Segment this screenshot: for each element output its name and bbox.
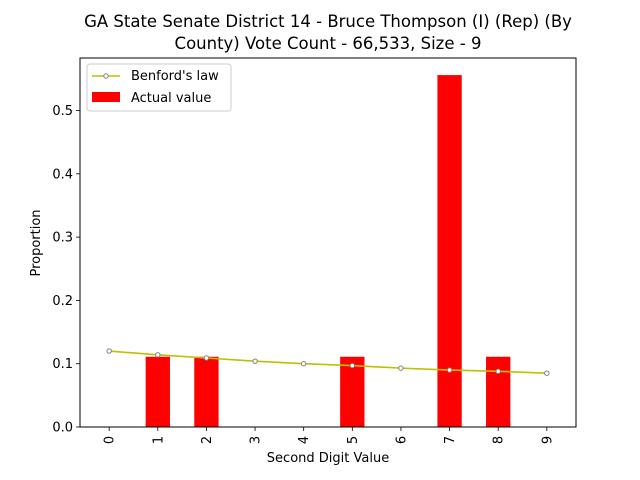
x-tick-label-4: 4 xyxy=(297,436,312,444)
legend-frame xyxy=(86,63,232,112)
y-tick-label-5: 0.5 xyxy=(52,104,73,119)
x-tick-label-6: 6 xyxy=(394,436,409,444)
y-tick-label-1: 0.1 xyxy=(52,357,73,372)
bar-digit-2 xyxy=(194,356,219,427)
benford-point-digit-1 xyxy=(155,352,161,358)
bar-digit-8 xyxy=(486,356,511,427)
x-axis-label: Second Digit Value xyxy=(267,451,389,466)
x-tick-label-9: 9 xyxy=(540,436,555,444)
x-tick-label-2: 2 xyxy=(200,436,215,444)
chart-title-line-2: County) Vote Count - 66,533, Size - 9 xyxy=(175,34,482,53)
x-tick-label-1: 1 xyxy=(151,436,166,444)
x-tick-label-7: 7 xyxy=(443,436,458,444)
y-tick-label-2: 0.2 xyxy=(52,294,73,309)
legend-label-actual: Actual value xyxy=(131,91,211,106)
y-tick-label-0: 0.0 xyxy=(52,421,73,436)
benford-point-digit-8 xyxy=(495,368,501,375)
y-axis-label: Proportion xyxy=(29,209,44,276)
benford-point-digit-9 xyxy=(544,370,550,376)
legend: Benford's law Actual value xyxy=(86,63,232,112)
chart-title-line-1: GA State Senate District 14 - Bruce Thom… xyxy=(84,12,572,31)
benford-point-digit-3 xyxy=(252,358,258,364)
benford-point-digit-2 xyxy=(203,355,210,361)
benford-point-digit-6 xyxy=(398,365,404,371)
benford-point-digit-4 xyxy=(300,361,307,367)
x-tick-label-5: 5 xyxy=(346,436,361,444)
benford-point-digit-7 xyxy=(446,367,453,373)
y-tick-label-3: 0.3 xyxy=(52,231,73,246)
legend-label-benford: Benford's law xyxy=(131,69,219,84)
bar-digit-7 xyxy=(437,75,462,427)
axes-frame xyxy=(79,57,577,428)
legend-actual-bar-swatch xyxy=(92,92,120,102)
benford-point-digit-5 xyxy=(349,362,356,369)
bar-digit-5 xyxy=(340,356,365,427)
legend-benford-marker-swatch xyxy=(103,73,109,79)
x-tick-label-8: 8 xyxy=(492,436,507,444)
benford-series-line xyxy=(109,350,547,375)
benford-point-digit-0 xyxy=(106,348,112,354)
plot-area: 0 1 2 3 4 5 6 7 8 9 0.0 0.1 0.2 0.3 0.4 0.5 xyxy=(52,57,577,444)
y-tick-label-4: 0.4 xyxy=(52,167,73,182)
x-tick-label-3: 3 xyxy=(249,436,264,444)
x-tick-label-0: 0 xyxy=(103,436,118,444)
bar-digit-1 xyxy=(145,356,170,427)
